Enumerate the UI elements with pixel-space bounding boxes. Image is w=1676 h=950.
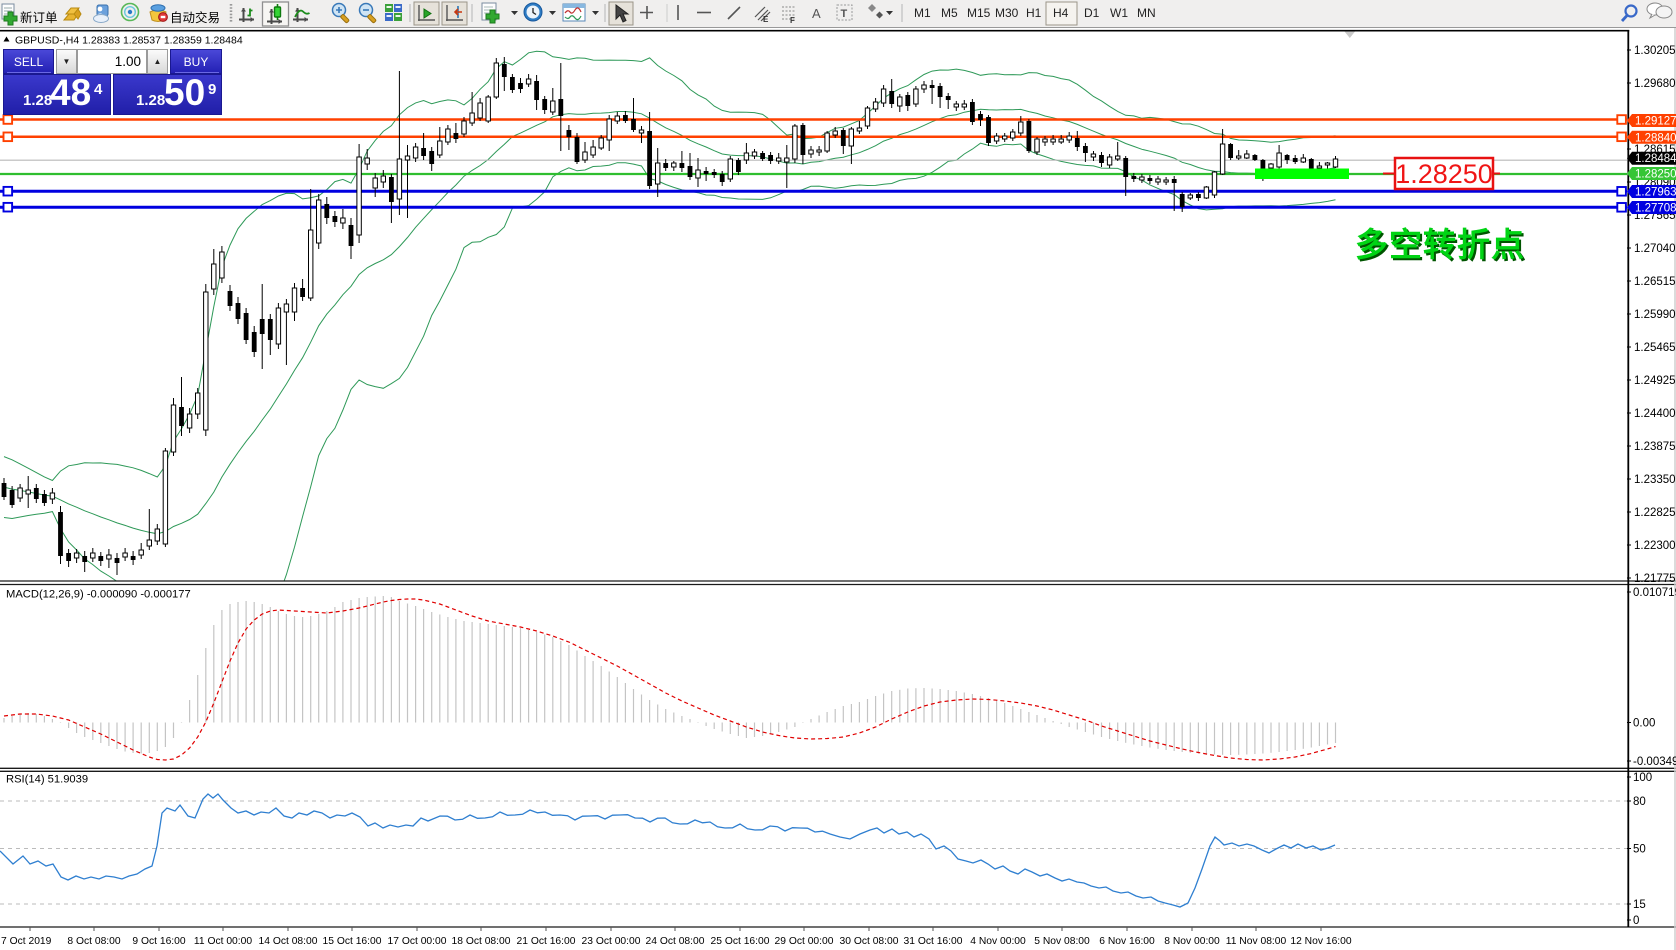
svg-text:多空转折点: 多空转折点 [1355,226,1525,263]
svg-text:RSI(14) 51.9039: RSI(14) 51.9039 [6,774,88,786]
svg-text:0.010719: 0.010719 [1633,587,1676,599]
svg-text:W1: W1 [1110,6,1128,20]
svg-text:E: E [763,15,769,24]
svg-text:1.30205: 1.30205 [1634,45,1676,57]
svg-text:1.23350: 1.23350 [1634,474,1676,486]
svg-text:D1: D1 [1084,6,1100,20]
svg-text:1.25465: 1.25465 [1634,342,1676,354]
svg-text:1.21775: 1.21775 [1634,573,1676,585]
svg-text:M30: M30 [995,6,1019,20]
svg-text:8 Oct 08:00: 8 Oct 08:00 [67,936,121,947]
svg-text:A: A [812,6,821,21]
svg-text:30 Oct 08:00: 30 Oct 08:00 [840,936,899,947]
svg-text:4 Nov 00:00: 4 Nov 00:00 [970,936,1026,947]
svg-text:5 Nov 08:00: 5 Nov 08:00 [1034,936,1090,947]
svg-text:1.24925: 1.24925 [1634,375,1676,387]
svg-text:1.27040: 1.27040 [1634,243,1676,255]
svg-text:1.25990: 1.25990 [1634,309,1676,321]
svg-text:M5: M5 [941,6,958,20]
svg-text:T: T [841,8,848,20]
svg-text:MN: MN [1137,6,1156,20]
svg-text:80: 80 [1633,796,1646,808]
svg-text:29 Oct 00:00: 29 Oct 00:00 [775,936,834,947]
svg-text:MACD(12,26,9) -0.000090 -0.000: MACD(12,26,9) -0.000090 -0.000177 [6,589,191,601]
svg-text:1.22300: 1.22300 [1634,540,1676,552]
svg-text:H4: H4 [1053,6,1069,20]
svg-text:0.00: 0.00 [1633,718,1655,730]
svg-text:18 Oct 08:00: 18 Oct 08:00 [452,936,511,947]
svg-text:M1: M1 [914,6,931,20]
svg-text:24 Oct 08:00: 24 Oct 08:00 [646,936,705,947]
svg-text:12 Nov 16:00: 12 Nov 16:00 [1290,936,1352,947]
svg-text:F: F [790,16,795,25]
svg-text:9 Oct 16:00: 9 Oct 16:00 [132,936,186,947]
svg-text:1.23875: 1.23875 [1634,441,1676,453]
svg-text:25 Oct 16:00: 25 Oct 16:00 [711,936,770,947]
svg-text:21 Oct 16:00: 21 Oct 16:00 [517,936,576,947]
svg-text:1.27963: 1.27963 [1635,187,1676,199]
svg-text:1.26515: 1.26515 [1634,276,1676,288]
svg-text:-0.003492: -0.003492 [1633,756,1676,768]
svg-text:31 Oct 16:00: 31 Oct 16:00 [904,936,963,947]
svg-text:GBPUSD-,H4 1.28383 1.28537 1.: GBPUSD-,H4 1.28383 1.28537 1.28359 1.284… [15,35,243,47]
svg-text:8 Nov 00:00: 8 Nov 00:00 [1164,936,1220,947]
svg-text:14 Oct 08:00: 14 Oct 08:00 [259,936,318,947]
svg-text:1.27708: 1.27708 [1635,203,1676,215]
svg-text:23 Oct 00:00: 23 Oct 00:00 [582,936,641,947]
svg-text:7 Oct 2019: 7 Oct 2019 [1,936,52,947]
svg-text:1.22825: 1.22825 [1634,507,1676,519]
svg-text:1.28484: 1.28484 [1635,153,1676,165]
svg-text:M15: M15 [967,6,991,20]
svg-text:1.28250: 1.28250 [1635,169,1676,181]
svg-text:1.29680: 1.29680 [1634,78,1676,90]
svg-text:50: 50 [1633,844,1646,856]
svg-text:1.24400: 1.24400 [1634,408,1676,420]
svg-text:15: 15 [1633,899,1646,911]
svg-text:15 Oct 16:00: 15 Oct 16:00 [323,936,382,947]
svg-text:6 Nov 16:00: 6 Nov 16:00 [1099,936,1155,947]
svg-text:11 Nov 08:00: 11 Nov 08:00 [1226,936,1287,947]
svg-text:11 Oct 00:00: 11 Oct 00:00 [194,936,252,947]
svg-text:1.28840: 1.28840 [1635,132,1676,144]
svg-text:0: 0 [1633,915,1639,927]
svg-text:17 Oct 00:00: 17 Oct 00:00 [388,936,447,947]
svg-text:1.29127: 1.29127 [1635,116,1676,128]
svg-text:1.28250: 1.28250 [1395,159,1493,189]
svg-text:100: 100 [1633,772,1652,784]
svg-text:H1: H1 [1026,6,1042,20]
